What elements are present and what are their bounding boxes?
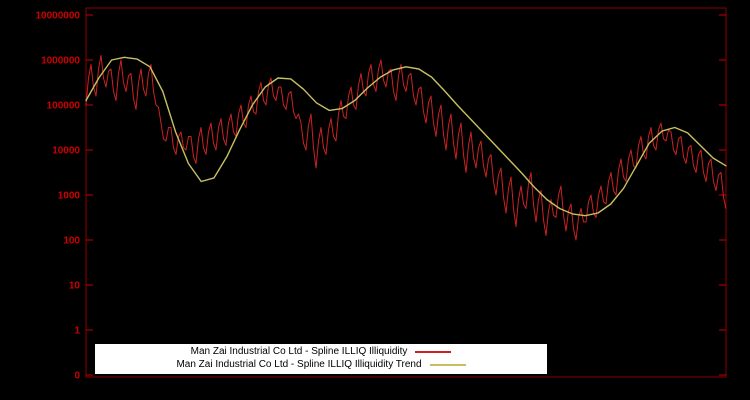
y-axis-tick-label: 10 bbox=[69, 281, 81, 292]
legend-line-sample-illiquidity bbox=[415, 351, 452, 353]
y-axis-tick-label: 1000000 bbox=[41, 56, 80, 67]
series-trend-line bbox=[85, 56, 727, 217]
y-axis-tick-label: 10000000 bbox=[36, 11, 81, 22]
y-axis-tick-label: 100000 bbox=[47, 101, 81, 112]
plot-frame bbox=[85, 7, 727, 378]
y-axis-tick-label: 1000 bbox=[58, 191, 81, 202]
y-axis-tick-label: 1 bbox=[74, 326, 80, 337]
legend-item-illiquidity: Man Zai Industrial Co Ltd - Spline ILLIQ… bbox=[95, 346, 547, 358]
legend-item-trend: Man Zai Industrial Co Ltd - Spline ILLIQ… bbox=[95, 359, 547, 371]
legend-line-sample-trend bbox=[429, 364, 466, 366]
series-illiquidity-line bbox=[85, 55, 727, 241]
y-axis-tick-label: 0 bbox=[74, 371, 80, 382]
chart-legend: Man Zai Industrial Co Ltd - Spline ILLIQ… bbox=[95, 344, 547, 374]
y-axis-tick-label: 10000 bbox=[52, 146, 80, 157]
legend-label-trend: Man Zai Industrial Co Ltd - Spline ILLIQ… bbox=[176, 359, 422, 370]
legend-label-illiquidity: Man Zai Industrial Co Ltd - Spline ILLIQ… bbox=[190, 346, 408, 357]
y-axis-tick-label: 100 bbox=[63, 236, 80, 247]
